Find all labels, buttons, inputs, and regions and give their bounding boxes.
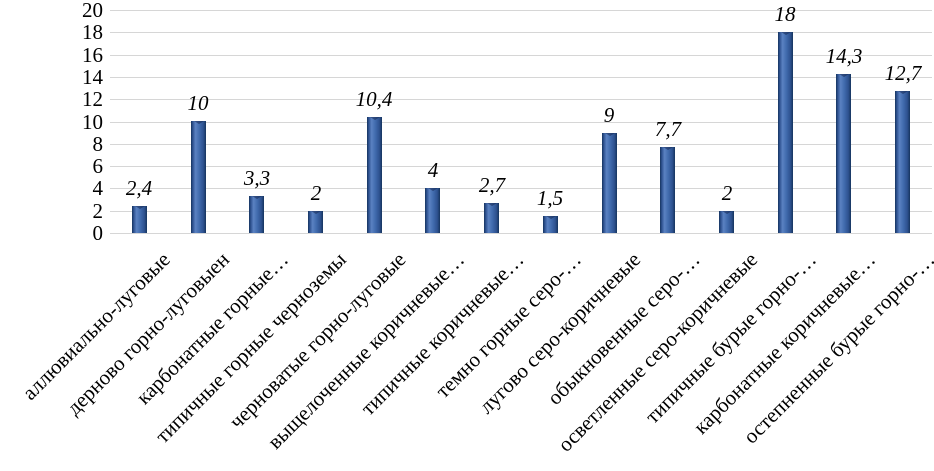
bar — [484, 203, 499, 233]
bar — [191, 121, 206, 233]
bar-value-label: 3,3 — [243, 166, 271, 190]
gridline — [110, 188, 932, 189]
bar-value-label: 14,3 — [825, 44, 863, 68]
y-tick-label: 4 — [92, 176, 104, 200]
bar — [425, 188, 440, 233]
bar-value-label: 2,7 — [478, 173, 506, 197]
bar-value-label: 10 — [187, 91, 209, 115]
bar — [778, 32, 793, 233]
bar-value-label: 18 — [774, 2, 796, 26]
bar — [836, 74, 851, 233]
gridline — [110, 211, 932, 212]
gridline — [110, 233, 932, 234]
bar — [367, 117, 382, 233]
bar-value-label: 12,7 — [884, 61, 922, 85]
gridline — [110, 77, 932, 78]
y-tick-label: 8 — [92, 132, 104, 156]
bar-value-label: 4 — [427, 158, 439, 182]
bar — [543, 216, 558, 233]
y-tick-label: 18 — [82, 20, 103, 44]
bar — [602, 133, 617, 233]
y-tick-label: 14 — [82, 65, 103, 89]
bar — [249, 196, 264, 233]
y-tick-label: 10 — [82, 110, 103, 134]
bar-value-label: 9 — [603, 103, 615, 127]
bar-value-label: 1,5 — [536, 186, 564, 210]
y-tick-label: 16 — [82, 43, 103, 67]
gridline — [110, 32, 932, 33]
gridline — [110, 55, 932, 56]
y-tick-label: 20 — [82, 0, 103, 22]
gridline — [110, 144, 932, 145]
bar-value-label: 2,4 — [125, 176, 153, 200]
y-tick-label: 6 — [92, 154, 104, 178]
bar-value-label: 10,4 — [355, 87, 393, 111]
bar — [895, 91, 910, 233]
gridline — [110, 10, 932, 11]
bar-value-label: 2 — [310, 181, 322, 205]
gridline — [110, 99, 932, 100]
bar-value-label: 2 — [721, 181, 733, 205]
bar — [132, 206, 147, 233]
bar — [660, 147, 675, 233]
bar — [308, 211, 323, 233]
gridline — [110, 122, 932, 123]
bar — [719, 211, 734, 233]
bar-value-label: 7,7 — [654, 117, 682, 141]
y-tick-label: 12 — [82, 87, 103, 111]
y-tick-label: 2 — [92, 199, 104, 223]
y-tick-label: 0 — [92, 221, 104, 245]
gridline — [110, 166, 932, 167]
